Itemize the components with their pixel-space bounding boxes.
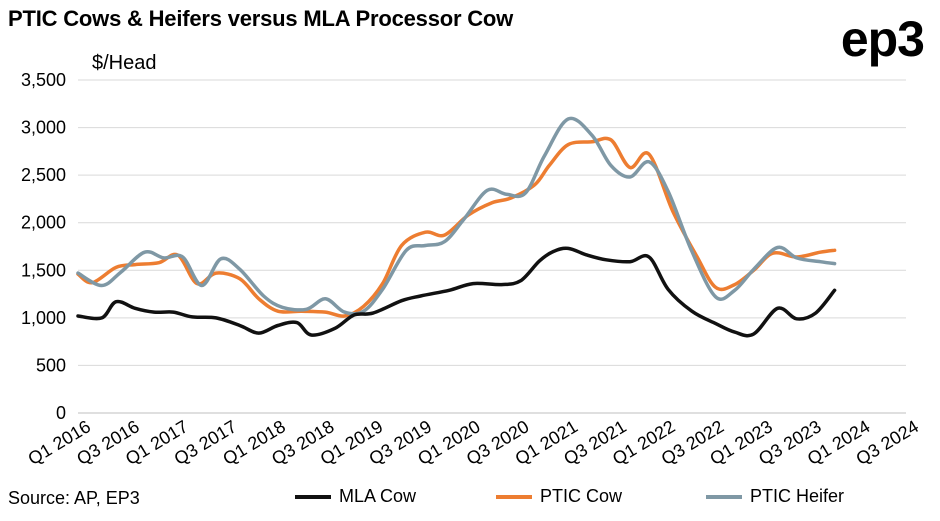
legend-item-ptic-cow: PTIC Cow [496, 486, 622, 507]
series-line-mla-cow [76, 246, 837, 338]
y-tick-label: 3,500 [21, 70, 66, 90]
y-tick-label: 2,000 [21, 213, 66, 233]
ep3-logo: ep3 [840, 11, 925, 67]
chart-title: PTIC Cows & Heifers versus MLA Processor… [8, 6, 514, 31]
y-tick-label: 2,500 [21, 165, 66, 185]
legend-label: MLA Cow [339, 486, 417, 506]
legend-label: PTIC Heifer [750, 486, 845, 506]
legend-item-ptic-heifer: PTIC Heifer [706, 486, 844, 507]
y-axis-label: $/Head [92, 52, 157, 74]
source-note: Source: AP, EP3 [8, 488, 140, 508]
line-chart: 0 500 1,000 1,500 2,000 2,500 3,000 3,500 Q1 20… [21, 70, 922, 469]
y-tick-label: 1,000 [21, 308, 66, 328]
y-tick-label: 1,500 [21, 260, 66, 280]
legend-item-mla-cow: MLA Cow [295, 486, 416, 507]
legend-label: PTIC Cow [540, 486, 623, 506]
legend-swatch [295, 494, 331, 499]
y-tick-label: 500 [36, 355, 66, 375]
y-tick-label: 3,000 [21, 118, 66, 138]
legend-swatch [496, 494, 532, 499]
legend-swatch [706, 494, 742, 499]
series-lines [76, 116, 837, 338]
series-line-ptic-heifer [76, 116, 837, 316]
y-axis-ticks: 0 500 1,000 1,500 2,000 2,500 3,000 3,500 [21, 70, 66, 423]
y-tick-label: 0 [56, 403, 66, 423]
